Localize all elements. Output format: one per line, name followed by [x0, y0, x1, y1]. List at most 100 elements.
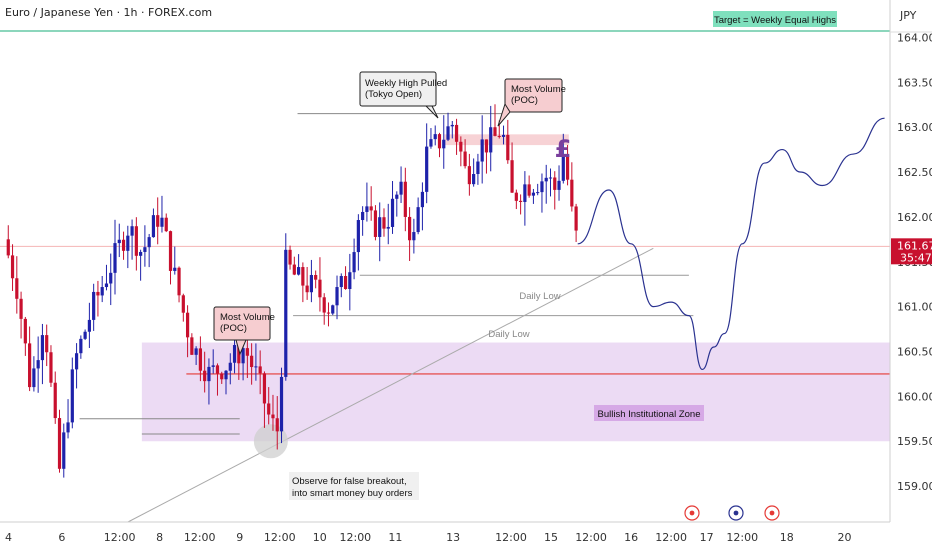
y-tick-label: 164.000: [897, 31, 932, 44]
candle-body: [262, 373, 267, 404]
candle-body: [284, 249, 288, 377]
candle-body: [553, 177, 557, 190]
y-tick-label: 159.000: [897, 480, 932, 493]
candle-body: [489, 127, 493, 153]
candle-body: [305, 285, 309, 293]
candle-body: [241, 348, 245, 364]
candle-body: [318, 279, 322, 298]
x-tick-label: 20: [838, 531, 852, 544]
candle-body: [185, 312, 190, 338]
candle-body: [373, 210, 378, 237]
y-tick-label: 160.500: [897, 345, 932, 358]
x-tick-label: 12:00: [575, 531, 607, 544]
candle-body: [177, 267, 181, 296]
candle-body: [151, 215, 156, 238]
candle-body: [369, 206, 373, 211]
candle-body: [126, 235, 130, 251]
candle-body: [514, 192, 518, 201]
event-marker-icon[interactable]: [764, 505, 780, 521]
candle-body: [23, 318, 27, 344]
candle-body: [425, 146, 429, 192]
candle-body: [139, 251, 143, 256]
candle-body: [70, 369, 74, 423]
candle-body: [335, 287, 339, 306]
candle-body: [467, 166, 471, 185]
x-tick-label: 10: [313, 531, 327, 544]
poc-callout-left-text: Most Volume (POC): [220, 312, 275, 334]
candle-body: [173, 267, 177, 271]
candle-body: [459, 141, 463, 152]
bullish-zone-label-box: [594, 405, 704, 421]
poc-callout-top-text: Most Volume (POC): [511, 84, 566, 106]
poc-callout-top-box: [504, 78, 563, 113]
candle-body: [348, 272, 352, 289]
bullish-zone-label: Bullish Institutional Zone: [598, 409, 701, 420]
candle-body: [250, 355, 254, 368]
candle-body: [6, 239, 10, 256]
y-tick-label: 162.000: [897, 211, 932, 224]
x-tick-label: 12:00: [339, 531, 371, 544]
event-marker-icon[interactable]: [684, 505, 700, 521]
candle-body: [574, 206, 578, 231]
candle-body: [220, 373, 224, 380]
candle-body: [92, 291, 96, 320]
candle-body: [100, 287, 104, 296]
trendline: [110, 247, 654, 532]
candle-body: [544, 177, 548, 182]
candle-body: [343, 276, 348, 289]
candle-body: [117, 239, 121, 244]
current-price-countdown: 35:47: [900, 251, 932, 264]
event-marker-dot: [689, 510, 695, 516]
y-tick-label: 162.500: [897, 166, 932, 179]
weekly-high-callout-pointer: [424, 105, 439, 119]
price-axis-bg: [890, 0, 932, 550]
candle-body: [437, 134, 442, 149]
candle-body: [412, 232, 416, 241]
weekly-high-callout-box: [359, 71, 437, 107]
candle-body: [527, 184, 531, 196]
candle-body: [523, 184, 527, 202]
candle-body: [446, 126, 450, 140]
candle-body: [292, 264, 296, 275]
event-marker-dot: [733, 510, 739, 516]
chart-title-bg: [2, 4, 162, 20]
daily-low-label-1: Daily Low: [519, 291, 560, 302]
candle-body: [181, 295, 185, 313]
bullish-zone-label-group: Bullish Institutional Zone: [594, 405, 704, 421]
candle-body: [570, 179, 574, 207]
candle-body: [28, 343, 32, 388]
target-label-group: Target = Weekly Equal Highs: [713, 11, 837, 27]
candle-body: [147, 237, 151, 248]
candle-body: [245, 348, 249, 356]
candle-body: [561, 155, 565, 181]
candle-body: [271, 414, 275, 419]
poc-callout-left: Most Volume (POC): [213, 306, 275, 356]
candle-body: [361, 211, 365, 221]
candle-body: [19, 298, 23, 319]
y-tick-label: 163.000: [897, 121, 932, 134]
candle-body: [501, 134, 506, 137]
candle-body: [480, 139, 484, 162]
y-tick-label: 159.500: [897, 435, 932, 448]
candle-body: [472, 174, 476, 185]
candle-body: [399, 181, 403, 195]
candle-body: [433, 134, 437, 140]
candle-body: [450, 124, 454, 127]
candle-body: [134, 226, 138, 256]
candle-body: [506, 134, 510, 161]
candle-body: [121, 239, 126, 251]
target-label-box: [713, 11, 837, 27]
candle-body: [395, 194, 399, 199]
candle-body: [232, 345, 237, 363]
candle-body: [314, 274, 318, 280]
candle-body: [104, 283, 109, 288]
weekly-high-callout-text: Weekly High Pulled (Tokyo Open): [365, 78, 447, 100]
bullish-zone-rect: [141, 342, 891, 442]
x-tick-label: 11: [388, 531, 402, 544]
poc-callout-top-pointer: [497, 102, 511, 127]
candle-body: [557, 180, 561, 190]
event-marker-icon[interactable]: [728, 505, 744, 521]
x-tick-label: 6: [58, 531, 65, 544]
projection-curve: [577, 117, 885, 371]
